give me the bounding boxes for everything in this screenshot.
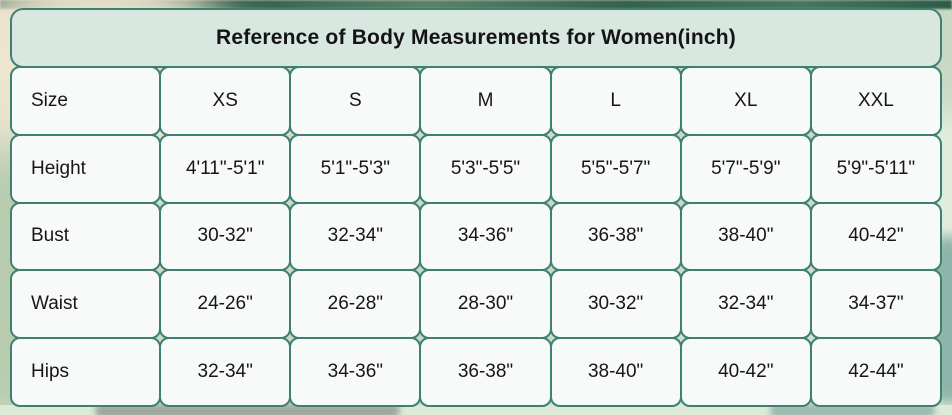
- row-label-cell: Hips: [10, 337, 162, 407]
- value-cell: 5'3"-5'5": [419, 133, 552, 204]
- header-cell-xxl: XXL: [809, 66, 942, 136]
- row-label-cell: Bust: [10, 201, 162, 272]
- value-cell: 5'7"-5'9": [679, 133, 812, 204]
- table-row-bust: Bust 30-32" 32-34" 34-36" 36-38" 38-40" …: [10, 201, 942, 272]
- value-cell: 30-32": [159, 201, 292, 272]
- value-cell: 40-42": [809, 201, 942, 272]
- table-header-row: Size XS S M L XL XXL: [10, 66, 942, 136]
- value-cell: 28-30": [419, 269, 552, 340]
- table-row-height: Height 4'11"-5'1" 5'1"-5'3" 5'3"-5'5" 5'…: [10, 133, 942, 204]
- value-cell: 26-28": [289, 269, 422, 340]
- value-cell: 5'9"-5'11": [809, 133, 942, 204]
- value-cell: 30-32": [549, 269, 682, 340]
- header-cell-m: M: [419, 66, 552, 136]
- value-cell: 24-26": [159, 269, 292, 340]
- value-cell: 42-44": [809, 337, 942, 407]
- value-cell: 4'11"-5'1": [159, 133, 292, 204]
- value-cell: 36-38": [549, 201, 682, 272]
- value-cell: 32-34": [159, 337, 292, 407]
- header-cell-size: Size: [10, 66, 162, 136]
- value-cell: 40-42": [679, 337, 812, 407]
- value-cell: 38-40": [679, 201, 812, 272]
- value-cell: 38-40": [549, 337, 682, 407]
- value-cell: 32-34": [679, 269, 812, 340]
- header-cell-l: L: [549, 66, 682, 136]
- header-cell-xl: XL: [679, 66, 812, 136]
- value-cell: 36-38": [419, 337, 552, 407]
- value-cell: 32-34": [289, 201, 422, 272]
- value-cell: 34-36": [419, 201, 552, 272]
- table-title: Reference of Body Measurements for Women…: [10, 8, 942, 68]
- row-label-cell: Height: [10, 133, 162, 204]
- header-cell-s: S: [289, 66, 422, 136]
- value-cell: 5'1"-5'3": [289, 133, 422, 204]
- table-row-waist: Waist 24-26" 26-28" 28-30" 30-32" 32-34"…: [10, 269, 942, 340]
- header-cell-xs: XS: [159, 66, 292, 136]
- size-measurement-table: Reference of Body Measurements for Women…: [10, 8, 942, 407]
- table-row-hips: Hips 32-34" 34-36" 36-38" 38-40" 40-42" …: [10, 337, 942, 407]
- value-cell: 34-37": [809, 269, 942, 340]
- value-cell: 5'5"-5'7": [549, 133, 682, 204]
- row-label-cell: Waist: [10, 269, 162, 340]
- value-cell: 34-36": [289, 337, 422, 407]
